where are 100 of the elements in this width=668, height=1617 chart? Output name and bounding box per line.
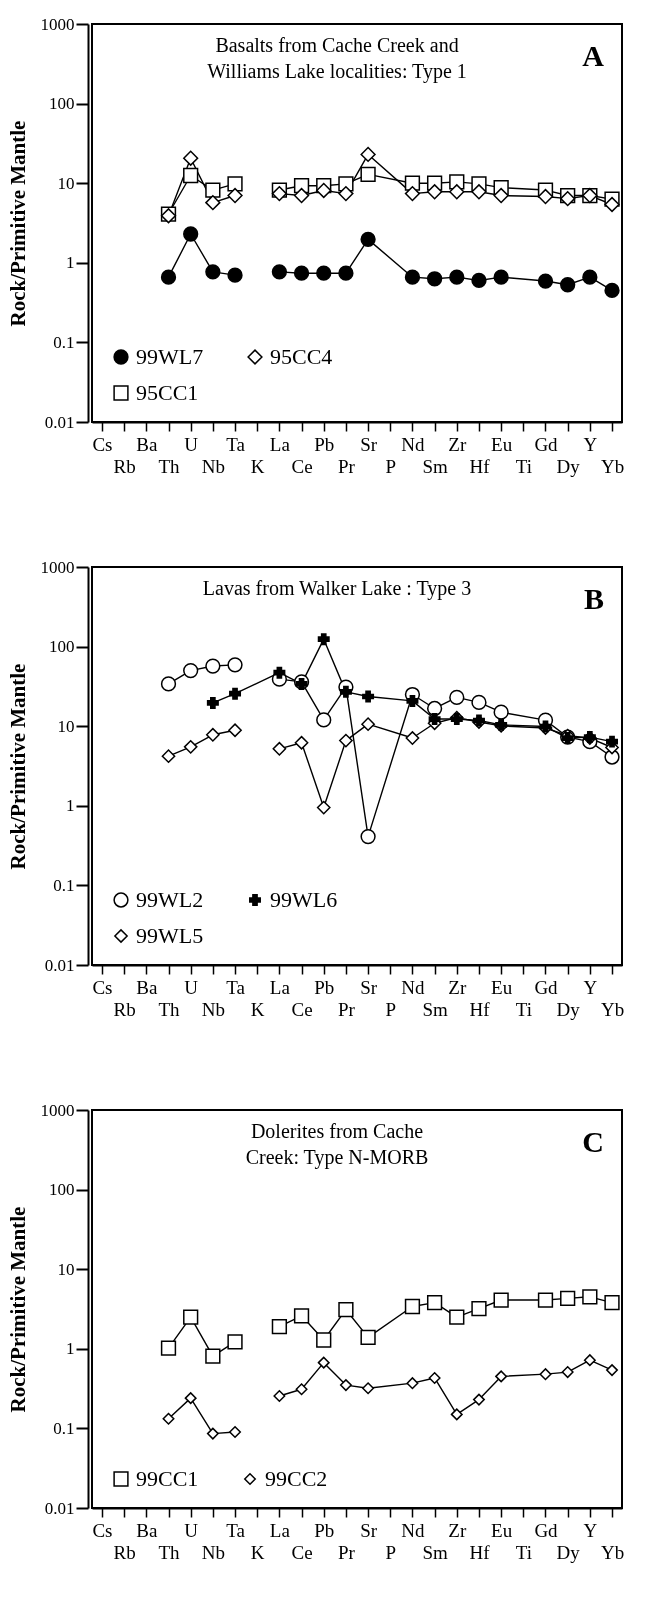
x-tick-label: Yb bbox=[600, 998, 625, 1020]
x-tick-label: Gd bbox=[534, 1519, 559, 1541]
x-tick-label: Sr bbox=[360, 1519, 378, 1541]
x-tick-label: Sm bbox=[422, 998, 448, 1020]
x-tick-label: Dy bbox=[556, 1541, 581, 1563]
legend-label: 99WL6 bbox=[270, 887, 338, 912]
x-tick-label: Ta bbox=[226, 1519, 246, 1541]
y-tick-label: 1 bbox=[66, 796, 75, 816]
x-tick-label: Ba bbox=[136, 976, 158, 998]
x-tick-label: K bbox=[250, 1541, 265, 1563]
x-tick-label: Sm bbox=[422, 1541, 448, 1563]
x-tick-label: Zr bbox=[448, 976, 467, 998]
y-tick-label: 0.1 bbox=[53, 332, 75, 352]
annotation: B bbox=[583, 582, 604, 615]
y-tick-label: 0.1 bbox=[53, 875, 75, 895]
x-tick-label: Cs bbox=[92, 433, 113, 455]
x-tick-label: Ta bbox=[226, 433, 246, 455]
text: Dolerites from Cache Creek: Type N-MORB bbox=[245, 1120, 429, 1169]
x-tick-label: Ba bbox=[136, 433, 158, 455]
x-tick-label: Pb bbox=[314, 1519, 335, 1541]
y-tick-label: 100 bbox=[49, 94, 75, 114]
x-tick-label: Rb bbox=[113, 455, 136, 477]
x-tick-label: Ti bbox=[515, 455, 532, 477]
x-tick-label: Zr bbox=[448, 433, 467, 455]
x-tick-label: Hf bbox=[469, 1541, 491, 1563]
x-tick-label: Sr bbox=[360, 976, 378, 998]
y-tick-label: 100 bbox=[49, 1180, 75, 1200]
x-tick-label: Ta bbox=[226, 976, 246, 998]
y-tick-label: 1000 bbox=[40, 14, 75, 34]
x-tick-label: Gd bbox=[534, 976, 559, 998]
x-tick-label: La bbox=[269, 1519, 291, 1541]
x-tick-label: K bbox=[250, 455, 265, 477]
y-tick-label: 100 bbox=[49, 637, 75, 657]
y-tick-label: 10 bbox=[57, 1259, 75, 1279]
x-tick-label: Ce bbox=[291, 998, 313, 1020]
x-tick-label: Pb bbox=[314, 433, 335, 455]
x-tick-label: Th bbox=[158, 455, 181, 477]
x-tick-label: Hf bbox=[469, 998, 491, 1020]
x-tick-label: Nd bbox=[401, 433, 426, 455]
text: Basalts from Cache Creek and Williams Lake localities: Type 1 bbox=[207, 34, 467, 83]
legend-label: 95CC4 bbox=[270, 344, 333, 369]
x-tick-label: Cs bbox=[92, 1519, 113, 1541]
x-tick-label: Nb bbox=[201, 1541, 225, 1563]
x-tick-label: Nd bbox=[401, 1519, 426, 1541]
x-tick-label: Yb bbox=[600, 455, 625, 477]
x-tick-label: Pr bbox=[337, 998, 356, 1020]
legend-label: 99WL7 bbox=[136, 344, 204, 369]
x-tick-label: Ti bbox=[515, 1541, 532, 1563]
x-tick-label: La bbox=[269, 433, 291, 455]
x-tick-label: Yb bbox=[600, 1541, 625, 1563]
x-tick-label: Nb bbox=[201, 455, 225, 477]
text: Lavas from Walker Lake : Type 3 bbox=[202, 577, 472, 600]
x-tick-label: Th bbox=[158, 1541, 181, 1563]
x-tick-label: U bbox=[184, 1519, 199, 1541]
x-tick-label: La bbox=[269, 976, 291, 998]
y-axis-title: Rock/Primitive Mantle bbox=[5, 1206, 30, 1413]
x-tick-label: Dy bbox=[556, 455, 581, 477]
x-tick-label: P bbox=[385, 998, 397, 1020]
x-tick-label: Pr bbox=[337, 455, 356, 477]
x-tick-label: U bbox=[184, 976, 199, 998]
y-tick-label: 10 bbox=[57, 173, 75, 193]
legend-label: 95CC1 bbox=[136, 380, 199, 405]
x-tick-label: U bbox=[184, 433, 199, 455]
x-tick-label: Eu bbox=[491, 1519, 513, 1541]
y-tick-label: 0.01 bbox=[44, 1498, 75, 1518]
y-tick-label: 1 bbox=[66, 1339, 75, 1359]
x-tick-label: Cs bbox=[92, 976, 113, 998]
y-tick-label: 10 bbox=[57, 716, 75, 736]
x-tick-label: P bbox=[385, 455, 397, 477]
y-tick-label: 0.1 bbox=[53, 1418, 75, 1438]
y-tick-label: 1000 bbox=[40, 1100, 75, 1120]
x-tick-label: K bbox=[250, 998, 265, 1020]
annotation: C bbox=[582, 1125, 604, 1158]
y-tick-label: 1000 bbox=[40, 557, 75, 577]
x-tick-label: P bbox=[385, 1541, 397, 1563]
x-tick-label: Pr bbox=[337, 1541, 356, 1563]
y-axis-title: Rock/Primitive Mantle bbox=[5, 120, 30, 327]
x-tick-label: Gd bbox=[534, 433, 559, 455]
x-tick-label: Ti bbox=[515, 998, 532, 1020]
x-tick-label: Ce bbox=[291, 455, 313, 477]
y-axis-title: Rock/Primitive Mantle bbox=[5, 663, 30, 870]
legend-label: 99CC2 bbox=[265, 1466, 328, 1491]
x-tick-label: Rb bbox=[113, 998, 136, 1020]
x-tick-label: Sm bbox=[422, 455, 448, 477]
legend-label: 99WL5 bbox=[136, 923, 204, 948]
x-tick-label: Zr bbox=[448, 1519, 467, 1541]
x-tick-label: Nb bbox=[201, 998, 225, 1020]
x-tick-label: Hf bbox=[469, 455, 491, 477]
x-tick-label: Dy bbox=[556, 998, 581, 1020]
legend-label: 99WL2 bbox=[136, 887, 204, 912]
x-tick-label: Th bbox=[158, 998, 181, 1020]
x-tick-label: Eu bbox=[491, 433, 513, 455]
x-tick-label: Eu bbox=[491, 976, 513, 998]
y-tick-label: 1 bbox=[66, 253, 75, 273]
x-tick-label: Pb bbox=[314, 976, 335, 998]
y-tick-label: 0.01 bbox=[44, 955, 75, 975]
x-tick-label: Y bbox=[583, 976, 598, 998]
legend-label: 99CC1 bbox=[136, 1466, 199, 1491]
y-tick-label: 0.01 bbox=[44, 412, 75, 432]
x-tick-label: Ba bbox=[136, 1519, 158, 1541]
